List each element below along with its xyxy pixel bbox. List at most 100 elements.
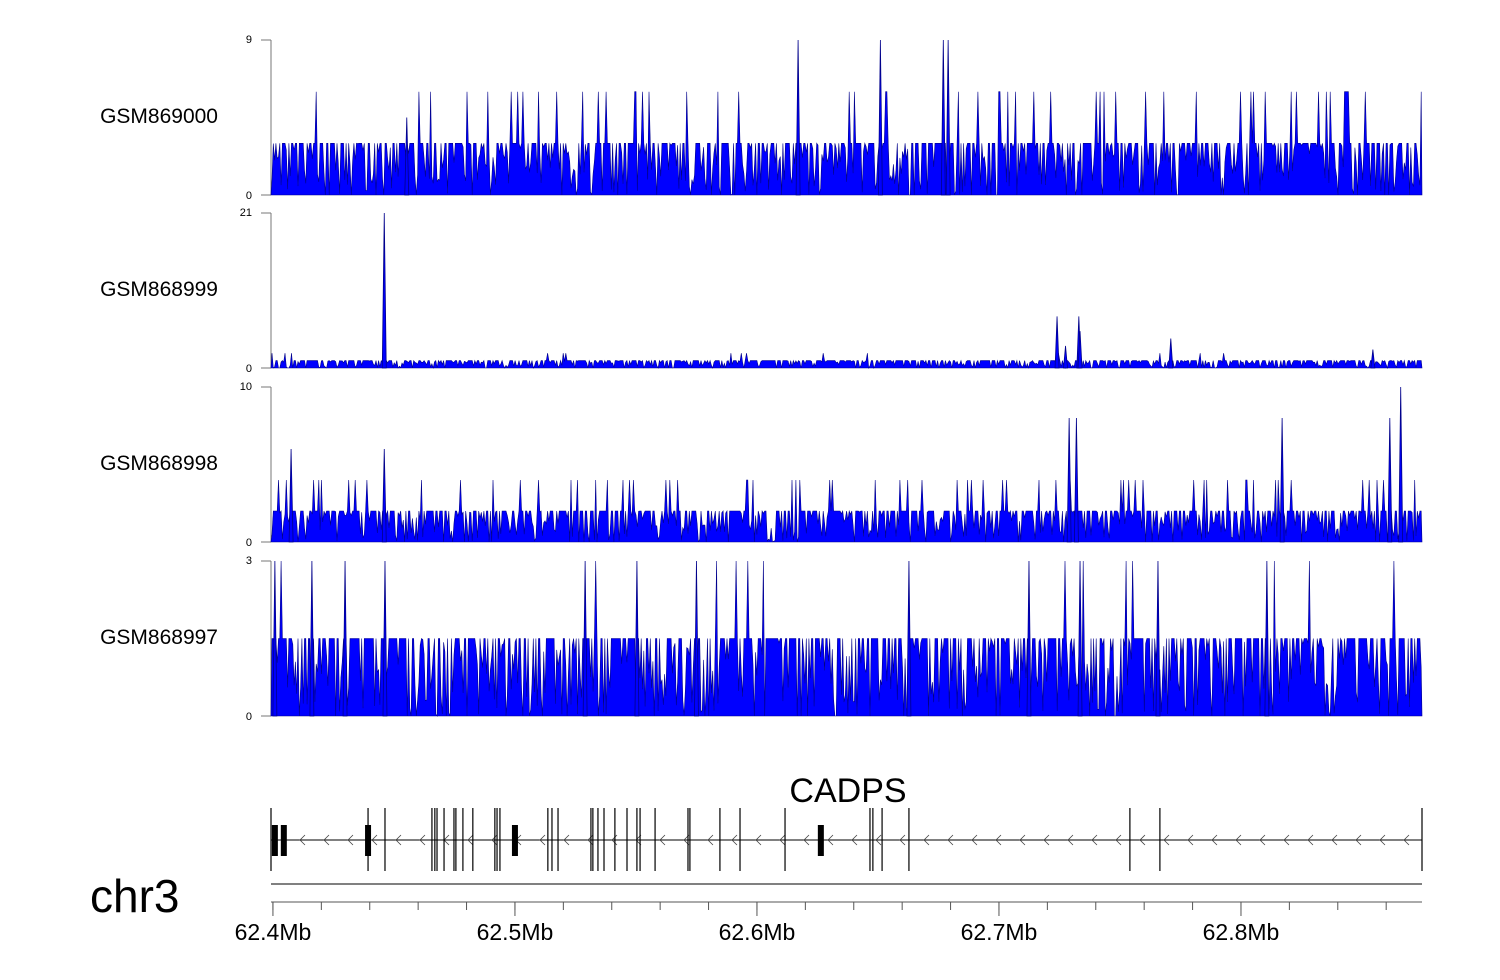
coverage-peak xyxy=(634,560,640,717)
coverage-peak xyxy=(940,39,946,196)
strand-arrow-icon xyxy=(563,834,570,846)
coverage-area xyxy=(270,479,1423,543)
strand-arrow-icon xyxy=(1403,834,1410,846)
strand-arrow-icon xyxy=(1283,834,1290,846)
x-tick-label: 62.8Mb xyxy=(1203,919,1280,945)
strand-arrow-icon xyxy=(1187,834,1194,846)
strand-arrow-icon xyxy=(1235,834,1242,846)
strand-arrow-icon xyxy=(707,834,714,846)
strand-arrow-icon xyxy=(1331,834,1338,846)
coverage-peak xyxy=(1279,417,1285,543)
coverage-peak xyxy=(1026,560,1032,717)
strand-arrow-icon xyxy=(1091,834,1098,846)
y-tick-label-max: 21 xyxy=(240,207,252,219)
strand-arrow-icon xyxy=(779,834,786,846)
track-GSM868998: GSM868998 10 0 xyxy=(100,381,1423,549)
coverage-peak xyxy=(382,560,388,717)
strand-arrow-icon xyxy=(851,834,858,846)
strand-arrow-icon xyxy=(683,834,690,846)
strand-arrow-icon xyxy=(1019,834,1026,846)
strand-arrow-icon xyxy=(1379,834,1386,846)
coverage-peak xyxy=(582,560,588,717)
strand-arrow-icon xyxy=(635,834,642,846)
coverage-peak xyxy=(309,560,315,717)
strand-arrow-icon xyxy=(899,834,906,846)
strand-arrow-icon xyxy=(1067,834,1074,846)
coverage-peak xyxy=(1155,560,1161,717)
strand-arrow-icon xyxy=(1139,834,1146,846)
coding-exon xyxy=(271,825,278,856)
strand-arrow-icon xyxy=(923,834,930,846)
track-label: GSM868998 xyxy=(100,452,218,475)
x-tick-label: 62.6Mb xyxy=(719,919,796,945)
strand-arrow-icon xyxy=(995,834,1002,846)
strand-arrow-icon xyxy=(659,834,666,846)
x-tick-label: 62.7Mb xyxy=(961,919,1038,945)
x-tick-label: 62.5Mb xyxy=(477,919,554,945)
coverage-peak xyxy=(795,39,801,196)
strand-arrow-icon xyxy=(755,834,762,846)
coverage-peak xyxy=(1054,316,1060,369)
y-tick-label-max: 9 xyxy=(246,34,252,46)
coverage-peak xyxy=(1066,417,1072,543)
coverage-peak xyxy=(877,39,883,196)
coverage-peak xyxy=(1370,349,1376,369)
coding-exon xyxy=(365,825,372,856)
coverage-peak xyxy=(1074,417,1079,543)
y-tick-label-min: 0 xyxy=(246,363,252,375)
chromosome-label: chr3 xyxy=(90,870,179,922)
gene-name-label: CADPS xyxy=(789,772,906,810)
strand-arrow-icon xyxy=(971,834,978,846)
strand-arrow-icon xyxy=(875,834,882,846)
strand-arrow-icon xyxy=(347,834,354,846)
strand-arrow-icon xyxy=(827,834,834,846)
track-label: GSM869000 xyxy=(100,105,218,128)
strand-arrow-icon xyxy=(371,834,378,846)
coverage-peak xyxy=(1168,338,1174,369)
strand-arrow-icon xyxy=(467,834,474,846)
coverage-peak xyxy=(694,560,699,717)
track-GSM868999: GSM868999 21 0 xyxy=(100,207,1423,375)
strand-arrow-icon xyxy=(1211,834,1218,846)
coverage-peak xyxy=(1398,386,1404,543)
track-GSM869000: GSM869000 9 0 xyxy=(100,34,1423,202)
strand-arrow-icon xyxy=(1355,834,1362,846)
strand-arrow-icon xyxy=(395,834,402,846)
strand-arrow-icon xyxy=(803,834,810,846)
y-tick-label-max: 10 xyxy=(240,381,252,393)
strand-arrow-icon xyxy=(299,834,306,846)
coding-exon xyxy=(511,825,518,856)
track-GSM868997: GSM868997 3 0 xyxy=(100,555,1423,723)
strand-arrow-icon xyxy=(323,834,330,846)
y-tick-label-min: 0 xyxy=(246,190,252,202)
coverage-peak xyxy=(342,560,348,717)
coverage-peak xyxy=(1387,417,1393,543)
strand-arrow-icon xyxy=(1307,834,1314,846)
coverage-peak xyxy=(1264,560,1270,717)
strand-arrow-icon xyxy=(419,834,426,846)
coverage-peak xyxy=(272,560,278,717)
coverage-area xyxy=(270,353,1423,370)
strand-arrow-icon xyxy=(539,834,546,846)
coverage-area xyxy=(270,560,1423,717)
track-label: GSM868999 xyxy=(100,278,218,301)
strand-arrow-icon xyxy=(1115,834,1122,846)
coverage-peak xyxy=(381,212,387,369)
x-tick-label: 62.4Mb xyxy=(235,919,312,945)
track-label: GSM868997 xyxy=(100,626,218,649)
coverage-peak xyxy=(1077,331,1083,369)
y-tick-label-min: 0 xyxy=(246,711,252,723)
coverage-peak xyxy=(906,560,912,717)
y-tick-label-min: 0 xyxy=(246,537,252,549)
coverage-peak xyxy=(381,448,387,543)
coverage-peak xyxy=(404,117,410,196)
strand-arrow-icon xyxy=(1163,834,1170,846)
strand-arrow-icon xyxy=(1043,834,1050,846)
y-tick-label-max: 3 xyxy=(246,555,252,567)
coding-exon xyxy=(280,825,287,856)
coverage-area xyxy=(270,91,1423,196)
strand-arrow-icon xyxy=(1259,834,1266,846)
coverage-peak xyxy=(945,39,951,196)
coverage-peak xyxy=(1077,560,1083,717)
